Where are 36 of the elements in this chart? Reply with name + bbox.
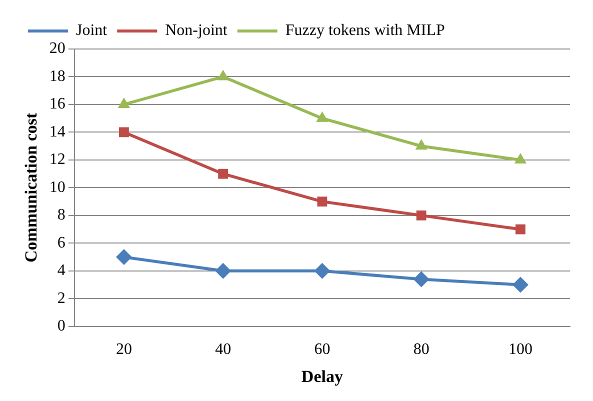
point (119, 127, 129, 138)
point (218, 168, 228, 179)
point (215, 262, 232, 279)
point (316, 111, 328, 122)
y-tick-label: 0 (57, 318, 66, 335)
x-tick-label: 80 (413, 341, 430, 358)
y-tick-label: 2 (57, 290, 66, 307)
y-tick-label: 12 (49, 151, 66, 168)
x-tick-label: 20 (116, 341, 132, 358)
point (413, 271, 430, 288)
point (217, 70, 230, 80)
y-tick-label: 10 (49, 178, 66, 196)
point (116, 249, 132, 266)
x-axis-title: Delay (301, 367, 344, 386)
y-tick-label: 16 (49, 96, 66, 113)
point (314, 262, 330, 279)
legend-label: Joint (76, 22, 108, 40)
point (317, 196, 328, 207)
x-tick-label: 40 (215, 341, 232, 358)
legend-label: Non-joint (165, 22, 228, 40)
y-tick-label: 8 (57, 206, 66, 224)
y-tick-label: 4 (57, 262, 66, 280)
point (415, 139, 428, 150)
x-tick-label: 60 (314, 341, 330, 358)
point (416, 210, 426, 220)
point (512, 276, 528, 293)
y-tick-label: 18 (49, 68, 66, 85)
point (515, 224, 526, 234)
y-tick-label: 6 (57, 234, 66, 252)
y-tick-label: 20 (49, 40, 66, 58)
point (118, 97, 130, 108)
y-tick-label: 14 (49, 123, 66, 140)
legend-label: Fuzzy tokens with MILP (285, 22, 445, 40)
x-tick-label: 100 (508, 341, 532, 358)
y-axis-title: Communication cost (22, 112, 41, 263)
point (514, 152, 526, 164)
